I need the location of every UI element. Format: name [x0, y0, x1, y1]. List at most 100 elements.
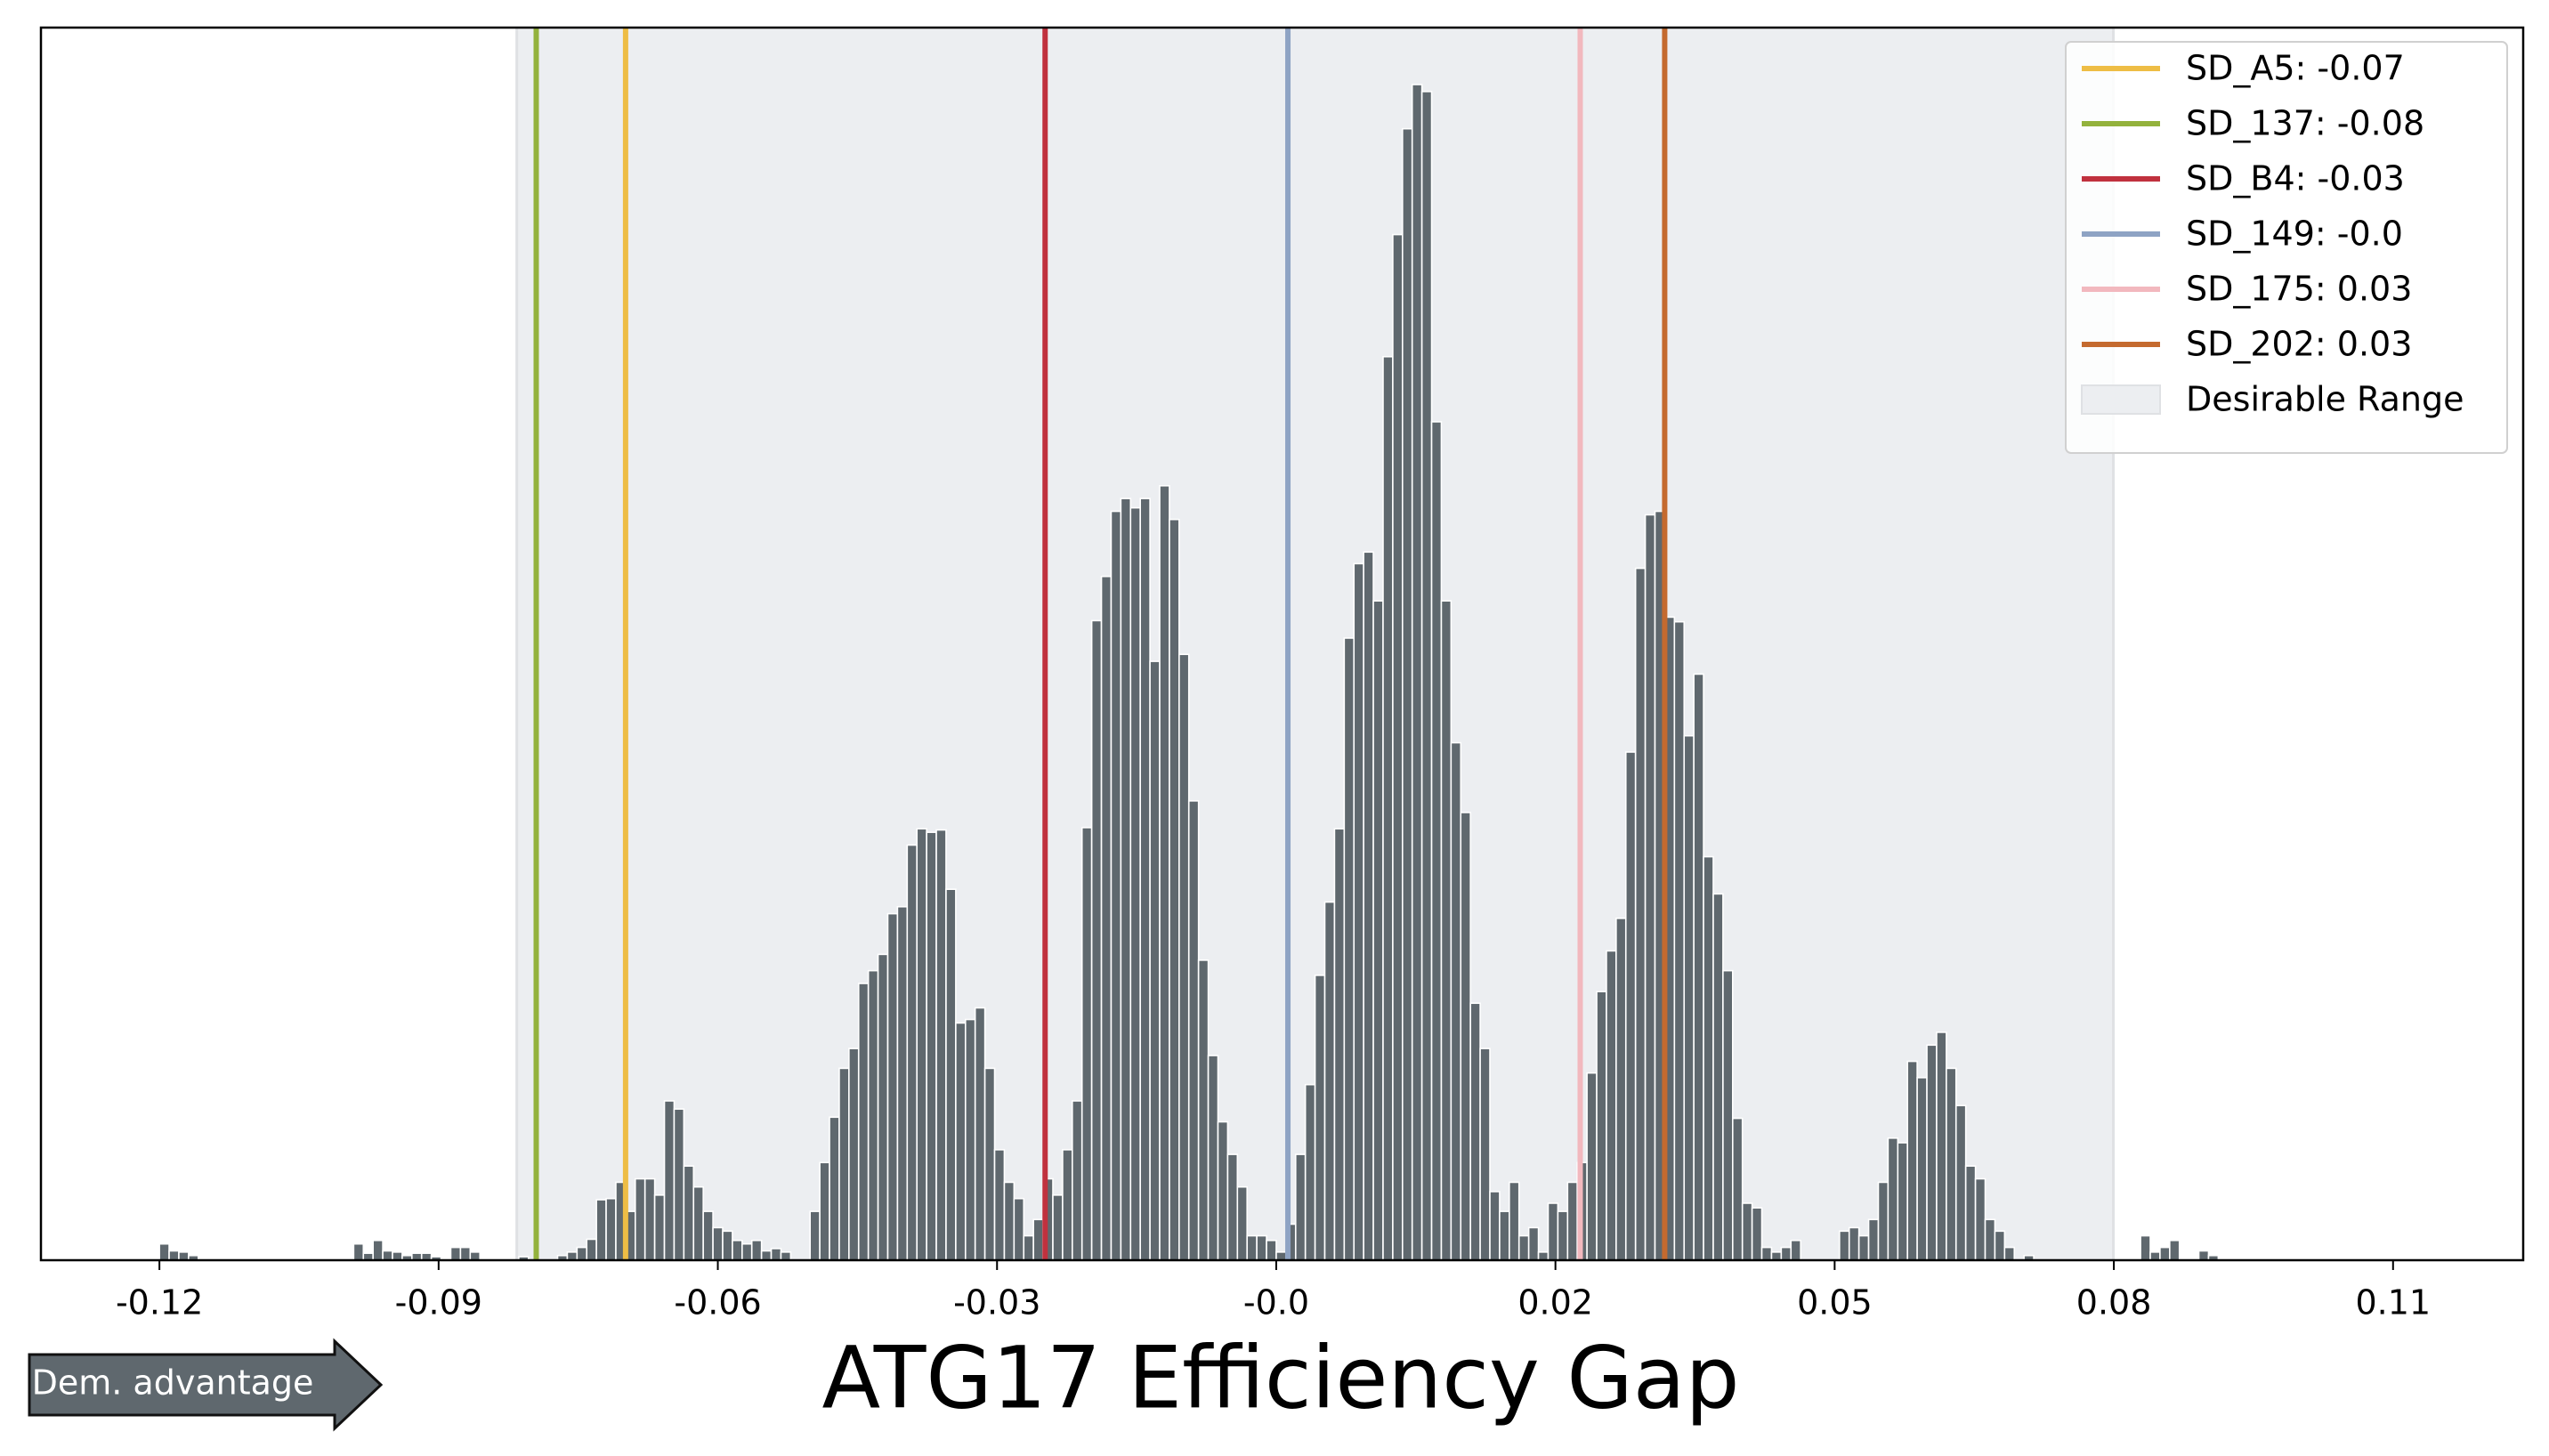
histogram-bar — [1402, 127, 1413, 1261]
histogram-bar — [1411, 84, 1423, 1261]
histogram-bar — [449, 1246, 462, 1261]
histogram-bar — [1187, 800, 1200, 1261]
histogram-bar — [1275, 1251, 1287, 1261]
histogram-bar — [673, 1108, 685, 1261]
histogram-bar — [1634, 567, 1647, 1261]
histogram-bar — [1062, 1149, 1073, 1261]
histogram-bar — [1596, 991, 1607, 1261]
histogram-bar — [1304, 1083, 1316, 1261]
plot-frame — [39, 26, 2525, 1262]
histogram-bar — [1509, 1181, 1520, 1261]
histogram-bar — [1780, 1246, 1792, 1261]
histogram-bar — [392, 1251, 403, 1261]
histogram-bar — [1013, 1197, 1025, 1261]
histogram-bar — [1527, 1226, 1540, 1261]
histogram-bar — [712, 1226, 724, 1261]
histogram-bar — [1197, 959, 1210, 1261]
histogram-bar — [1479, 1048, 1491, 1261]
histogram-bar — [605, 1197, 617, 1261]
histogram-bar — [964, 1018, 976, 1261]
histogram-bar — [1731, 1117, 1744, 1261]
x-tick-label: -0.0 — [1243, 1283, 1309, 1323]
histogram-bar — [1839, 1230, 1850, 1261]
legend-box — [2065, 41, 2508, 454]
histogram-bar — [945, 888, 957, 1261]
histogram-bar — [896, 905, 909, 1261]
histogram-bar — [1751, 1207, 1763, 1261]
histogram-bar — [2140, 1234, 2151, 1261]
histogram-bar — [1926, 1044, 1938, 1261]
histogram-bar — [2003, 1246, 2016, 1261]
histogram-bar — [1974, 1177, 1987, 1261]
histogram-bar — [1080, 827, 1093, 1261]
histogram-bar — [1266, 1239, 1277, 1261]
histogram-bar — [595, 1199, 607, 1261]
histogram-bar — [983, 1067, 996, 1261]
histogram-bar — [1683, 734, 1695, 1261]
x-tick-label: -0.06 — [674, 1283, 761, 1323]
histogram-bar — [974, 1007, 986, 1261]
histogram-bar — [1430, 421, 1443, 1261]
histogram-bar — [848, 1048, 860, 1261]
histogram-bar — [1353, 562, 1364, 1261]
histogram-bar — [926, 831, 937, 1261]
legend-label: SD_137: -0.08 — [2186, 104, 2424, 143]
histogram-bar — [1712, 893, 1724, 1261]
histogram-bar — [1615, 918, 1627, 1261]
histogram-bar — [1537, 1251, 1550, 1261]
histogram-bar — [586, 1238, 597, 1261]
histogram-bar — [1994, 1230, 2006, 1261]
histogram-bar — [732, 1239, 743, 1261]
legend: SD_A5: -0.07 SD_137: -0.08 SD_B4: -0.03 SD_… — [2065, 41, 2508, 454]
histogram-bar — [1790, 1239, 1801, 1261]
histogram-bar — [829, 1116, 840, 1261]
histogram-bar — [1916, 1077, 1928, 1261]
histogram-bar — [1440, 600, 1453, 1261]
histogram-bar — [760, 1250, 773, 1261]
histogram-bar — [750, 1239, 763, 1261]
histogram-bar — [1420, 91, 1433, 1261]
histogram-bar — [741, 1242, 753, 1261]
histogram-bar — [1120, 497, 1132, 1261]
histogram-bar — [1159, 485, 1170, 1261]
histogram-bar — [722, 1230, 733, 1261]
histogram-bar — [1246, 1234, 1258, 1261]
histogram-bar — [178, 1251, 190, 1261]
histogram-bar — [1003, 1181, 1016, 1261]
histogram-bar — [819, 1161, 830, 1261]
x-tick-label: -0.03 — [953, 1283, 1040, 1323]
histogram-bar — [770, 1248, 782, 1261]
histogram-bar — [1887, 1137, 1899, 1261]
histogram-bar — [1169, 518, 1180, 1261]
histogram-bar — [663, 1100, 676, 1261]
histogram-bar — [1382, 355, 1394, 1261]
x-tick-label: 0.02 — [1517, 1283, 1593, 1323]
histogram-bar — [1072, 1100, 1083, 1261]
histogram-bar — [459, 1246, 472, 1261]
histogram-bar — [692, 1185, 704, 1261]
histogram-bar — [2149, 1251, 2161, 1261]
histogram-bar — [566, 1251, 579, 1261]
histogram-bar — [1877, 1181, 1889, 1261]
histogram-bar — [916, 828, 927, 1261]
histogram-bar — [1090, 619, 1103, 1261]
histogram-bar — [1703, 855, 1714, 1261]
histogram-bar — [993, 1149, 1006, 1261]
legend-label: SD_202: 0.03 — [2186, 325, 2412, 364]
histogram-bar — [1547, 1202, 1559, 1261]
histogram-bar — [683, 1165, 695, 1261]
histogram-bar — [469, 1251, 481, 1261]
histogram-bar — [857, 983, 870, 1261]
histogram-bar — [935, 829, 947, 1261]
x-tick-label: 0.08 — [2076, 1283, 2152, 1323]
histogram-bar — [2169, 1239, 2181, 1261]
histogram-bar — [809, 1210, 821, 1261]
histogram-bar — [702, 1210, 714, 1261]
histogram-bar — [1673, 620, 1686, 1261]
x-tick-label: 0.05 — [1797, 1283, 1873, 1323]
histogram-bar — [1946, 1067, 1957, 1261]
histogram-bar — [1566, 1181, 1579, 1261]
histogram-bar — [1557, 1210, 1569, 1261]
histogram-bar — [1867, 1218, 1880, 1261]
